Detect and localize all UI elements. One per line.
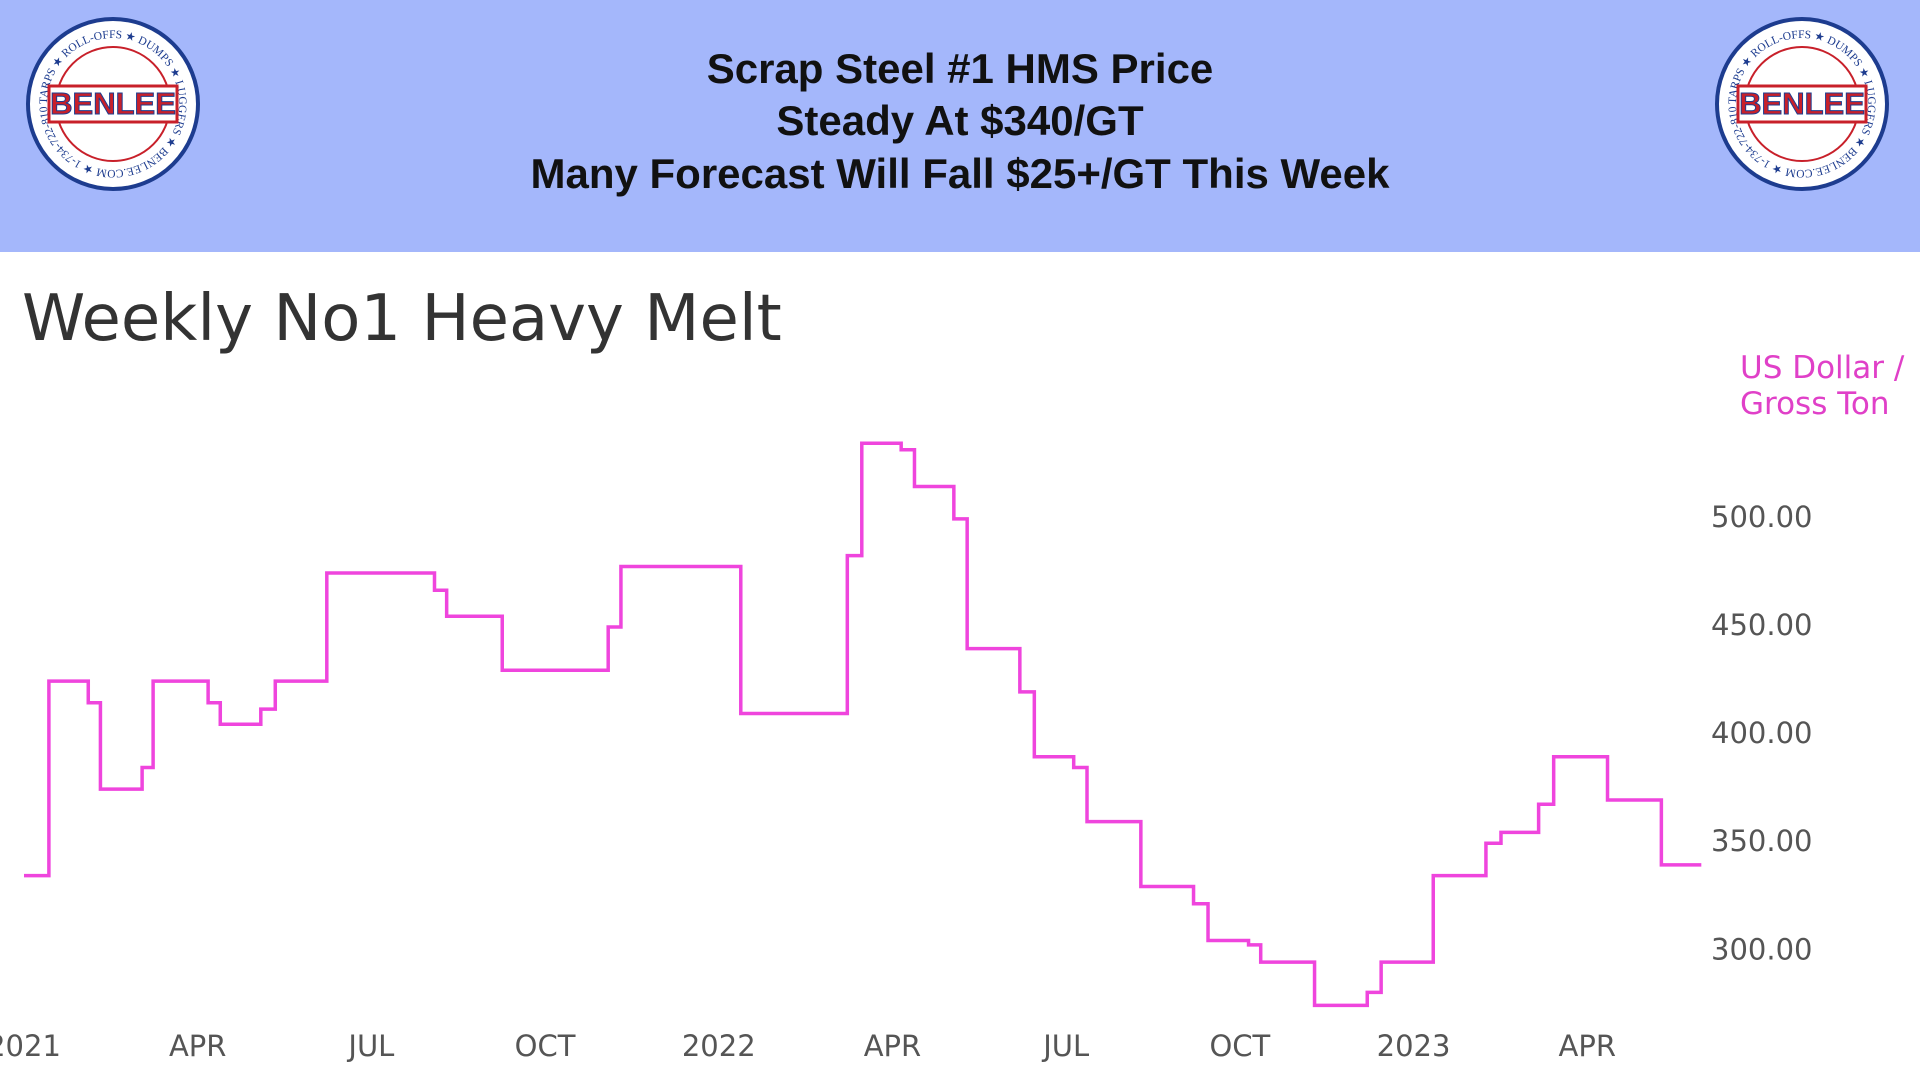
x-tick-label: 2022 [682,1029,756,1063]
header-line: Many Forecast Will Fall $25+/GT This Wee… [530,150,1390,197]
x-tick-label: JUL [1041,1029,1089,1063]
logo-name: BENLEE [50,86,176,121]
chart-title: Weekly No1 Heavy Melt [22,282,782,356]
price-line [24,441,1702,1008]
logo: TARPS ★ ROLL-OFFS ★ DUMPS ★ LUGGERS ★ BE… [1714,16,1889,191]
x-tick-label: APR [864,1029,921,1063]
y-tick-label: 500.00 [1711,500,1812,534]
chart: 300.00 350.00 400.00 450.00 500.00 2021 APR JUL… [0,441,1812,1063]
y-tick-label: 400.00 [1711,716,1812,750]
header: Scrap Steel #1 HMS Price Steady At $340/… [0,0,1920,252]
y-tick-label: 300.00 [1711,932,1812,966]
header-line: Scrap Steel #1 HMS Price [706,45,1214,92]
y-axis-title: US Dollar / Gross Ton [1740,350,1905,422]
logo-name: BENLEE [1739,86,1865,121]
x-tick-label: 2023 [1377,1029,1451,1063]
x-tick-label: OCT [1209,1029,1270,1063]
y-tick-label: 450.00 [1711,608,1812,642]
header-line: Steady At $340/GT [776,97,1144,144]
y-tick-label: 350.00 [1711,824,1812,858]
x-tick-label: OCT [515,1029,576,1063]
x-tick-label: 2021 [0,1029,61,1063]
logo: TARPS ★ ROLL-OFFS ★ DUMPS ★ LUGGERS ★ BE… [25,16,200,191]
x-tick-label: APR [1559,1029,1616,1063]
x-tick-label: APR [169,1029,226,1063]
x-tick-label: JUL [346,1029,394,1063]
